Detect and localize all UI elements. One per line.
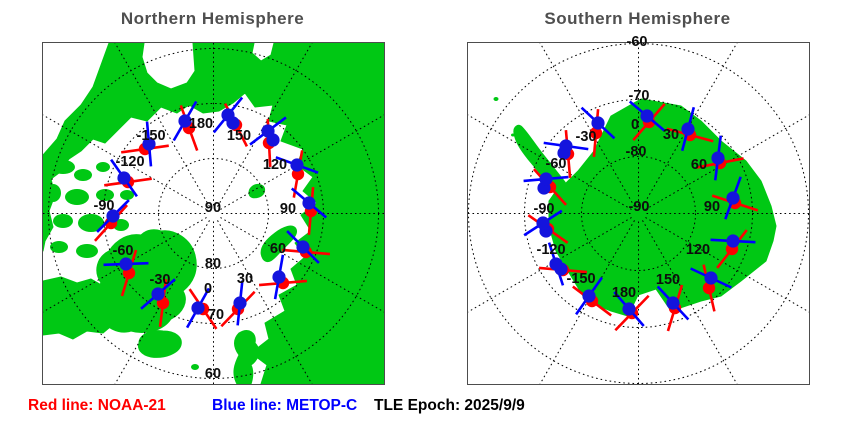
latitude-label: -70 bbox=[629, 88, 650, 104]
longitude-label: 60 bbox=[270, 241, 286, 257]
island bbox=[511, 133, 515, 137]
longitude-label: -60 bbox=[546, 156, 567, 172]
satellite-marker bbox=[613, 291, 650, 332]
satellite-marker bbox=[666, 106, 714, 152]
longitude-label: -120 bbox=[115, 154, 144, 170]
satellite-marker bbox=[258, 254, 308, 300]
longitude-label: 90 bbox=[704, 199, 720, 215]
island bbox=[120, 190, 134, 200]
longitude-label: 30 bbox=[663, 127, 679, 143]
island bbox=[191, 364, 199, 370]
longitude-label: -150 bbox=[136, 128, 165, 144]
satellite-marker bbox=[281, 230, 331, 264]
satellite-marker bbox=[220, 280, 256, 328]
longitude-label: 0 bbox=[631, 117, 639, 133]
longitude-label: -90 bbox=[94, 198, 115, 214]
south-map-title: Southern Hemisphere bbox=[544, 9, 731, 28]
longitude-label: -90 bbox=[534, 201, 555, 217]
longitude-label: 90 bbox=[280, 201, 296, 217]
satellite-marker bbox=[140, 278, 176, 327]
longitude-label: -120 bbox=[536, 242, 565, 258]
landmass bbox=[260, 225, 298, 263]
longitude-label: 0 bbox=[204, 281, 212, 297]
island bbox=[78, 214, 104, 232]
satellite-marker bbox=[523, 168, 569, 206]
island bbox=[50, 241, 68, 253]
satellite-marker bbox=[185, 287, 218, 330]
longitude-label: -60 bbox=[113, 243, 134, 259]
landmass bbox=[43, 43, 384, 384]
south-map-image: 0 30 -30 60 -60 90 -90 120 -120 150 -150 180 -60 -70 -… bbox=[468, 34, 809, 384]
legend-blue-satellite: Blue line: METOP-C bbox=[212, 397, 358, 414]
longitude-label: 30 bbox=[237, 271, 253, 287]
legend: Red line: NOAA-21 Blue line: METOP-C TLE… bbox=[0, 397, 850, 419]
satellite-marker bbox=[249, 116, 287, 168]
satellite-marker bbox=[572, 276, 612, 317]
island bbox=[74, 169, 92, 181]
longitude-label: 120 bbox=[686, 242, 710, 258]
island bbox=[53, 214, 73, 228]
longitude-label: 150 bbox=[656, 272, 680, 288]
satellite-marker bbox=[628, 100, 666, 141]
longitude-label: -150 bbox=[566, 271, 595, 287]
satellite-marker bbox=[93, 199, 130, 242]
latitude-label: 70 bbox=[208, 307, 224, 323]
island bbox=[493, 97, 499, 101]
satellite-marker bbox=[656, 284, 690, 332]
latitude-label: 90 bbox=[205, 200, 221, 216]
latitude-circle bbox=[581, 156, 696, 271]
longitude-label: 150 bbox=[227, 128, 251, 144]
satellite-marker bbox=[696, 135, 744, 181]
satellite-marker bbox=[580, 106, 616, 158]
satellite-marker bbox=[290, 186, 328, 236]
longitude-label: 180 bbox=[612, 285, 636, 301]
latitude-label: -80 bbox=[626, 144, 647, 160]
satellite-marker bbox=[121, 121, 169, 167]
satellite-marker bbox=[543, 129, 589, 179]
island bbox=[45, 184, 61, 202]
island bbox=[108, 248, 122, 258]
landmass bbox=[43, 276, 116, 340]
graticule-labels: 0 30 -30 60 -60 90 -90 120 -120 150 -150 180 -60 -70 -… bbox=[534, 34, 721, 301]
longitude-label: -30 bbox=[576, 129, 597, 145]
island bbox=[65, 189, 89, 205]
map-clip-group bbox=[468, 43, 809, 384]
longitude-label: 180 bbox=[189, 116, 213, 132]
latitude-label: -60 bbox=[627, 34, 648, 50]
satellite-marker bbox=[172, 100, 199, 151]
island bbox=[51, 160, 75, 174]
latitude-label: 80 bbox=[205, 256, 221, 272]
satellite-marker bbox=[710, 229, 756, 269]
satellite-marker bbox=[538, 242, 588, 286]
longitude-label: 120 bbox=[263, 157, 287, 173]
longitude-label: -30 bbox=[150, 272, 171, 288]
longitude-label: 60 bbox=[691, 157, 707, 173]
north-map-image: 180 150 -150 120 -120 90 -90 60 -60 30 -30 0 90 80 70 6… bbox=[43, 43, 384, 384]
island bbox=[515, 127, 521, 131]
satellite-marker bbox=[103, 249, 149, 297]
satellite-marker bbox=[690, 264, 732, 312]
satellite-marker bbox=[711, 176, 759, 220]
satellite-marker bbox=[104, 158, 152, 198]
latitude-label: -90 bbox=[629, 199, 650, 215]
satellite-marker bbox=[523, 209, 569, 244]
landmass bbox=[233, 330, 260, 384]
north-map-title: Northern Hemisphere bbox=[120, 9, 305, 28]
landmass bbox=[138, 330, 182, 358]
legend-tle-epoch: TLE Epoch: 2025/9/9 bbox=[374, 397, 525, 414]
graticule-labels: 180 150 -150 120 -120 90 -90 60 -60 30 -30 0 90 80 70 6… bbox=[94, 116, 297, 382]
south-hemisphere-map: 0 30 -30 60 -60 90 -90 120 -120 150 -150 180 -60 -70 -… bbox=[467, 34, 810, 385]
map-clip-group bbox=[43, 43, 384, 384]
island bbox=[76, 244, 98, 258]
landmass bbox=[248, 184, 266, 199]
island bbox=[96, 162, 110, 172]
latitude-label: 60 bbox=[205, 366, 221, 382]
legend-red-satellite: Red line: NOAA-21 bbox=[28, 397, 166, 414]
satellite-marker bbox=[212, 96, 249, 147]
north-hemisphere-map: 180 150 -150 120 -120 90 -90 60 -60 30 -30 0 90 80 70 6… bbox=[42, 42, 385, 385]
